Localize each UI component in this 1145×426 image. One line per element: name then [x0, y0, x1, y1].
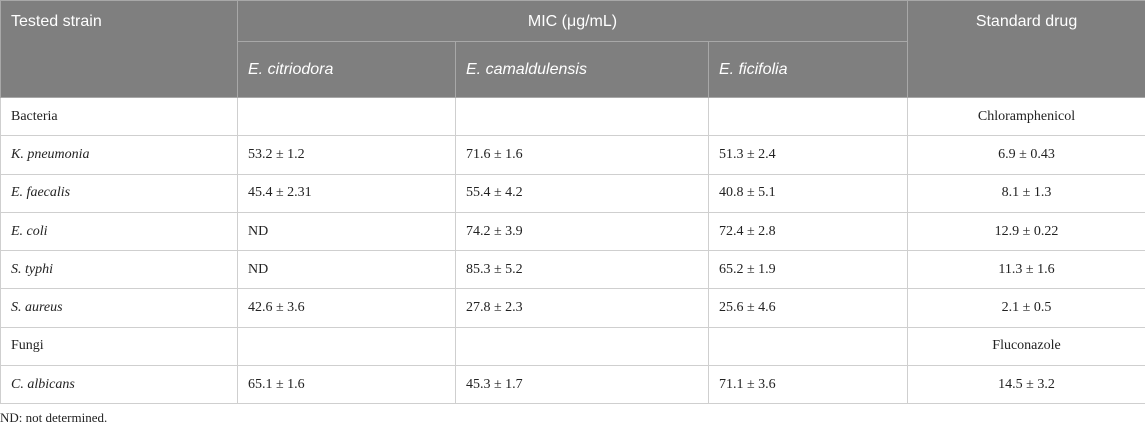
cell: E. coli: [1, 212, 238, 250]
row: Bacteria Chloramphenicol: [1, 98, 1145, 136]
cell: 74.2 ± 3.9: [456, 212, 709, 250]
cell: ND: [238, 212, 456, 250]
cell: 72.4 ± 2.8: [709, 212, 908, 250]
cell: 45.3 ± 1.7: [456, 366, 709, 404]
cell: [709, 327, 908, 365]
mic-table: Tested strain MIC (μg/mL) Standard drug …: [0, 0, 1145, 404]
cell: 71.6 ± 1.6: [456, 136, 709, 174]
cell: 14.5 ± 3.2: [908, 366, 1145, 404]
cell: C. albicans: [1, 366, 238, 404]
cell: Chloramphenicol: [908, 98, 1145, 136]
cell: 71.1 ± 3.6: [709, 366, 908, 404]
cell: S. typhi: [1, 251, 238, 289]
header-cell: MIC (μg/mL): [238, 1, 908, 42]
cell: 42.6 ± 3.6: [238, 289, 456, 327]
cell: [456, 98, 709, 136]
cell: [709, 98, 908, 136]
cell: [238, 98, 456, 136]
cell: 40.8 ± 5.1: [709, 174, 908, 212]
cell: ND: [238, 251, 456, 289]
cell: 8.1 ± 1.3: [908, 174, 1145, 212]
header-cell: E. ficifolia: [709, 42, 908, 98]
cell: 51.3 ± 2.4: [709, 136, 908, 174]
cell: Bacteria: [1, 98, 238, 136]
cell: 27.8 ± 2.3: [456, 289, 709, 327]
cell: S. aureus: [1, 289, 238, 327]
cell: 2.1 ± 0.5: [908, 289, 1145, 327]
header-cell: Standard drug: [908, 1, 1145, 98]
cell: 55.4 ± 4.2: [456, 174, 709, 212]
cell: 11.3 ± 1.6: [908, 251, 1145, 289]
cell: Fluconazole: [908, 327, 1145, 365]
cell: [238, 327, 456, 365]
cell: 53.2 ± 1.2: [238, 136, 456, 174]
header-cell: E. camaldulensis: [456, 42, 709, 98]
cell: [456, 327, 709, 365]
cell: E. faecalis: [1, 174, 238, 212]
cell: 65.2 ± 1.9: [709, 251, 908, 289]
header-cell: Tested strain: [1, 1, 238, 98]
cell: 25.6 ± 4.6: [709, 289, 908, 327]
header-cell: E. citriodora: [238, 42, 456, 98]
cell: 45.4 ± 2.31: [238, 174, 456, 212]
cell: 85.3 ± 5.2: [456, 251, 709, 289]
cell: 12.9 ± 0.22: [908, 212, 1145, 250]
row: Fungi Fluconazole: [1, 327, 1145, 365]
cell: Fungi: [1, 327, 238, 365]
header-row: Tested strain MIC (μg/mL) Standard drug: [1, 1, 1145, 42]
footnote: ND: not determined.: [0, 410, 107, 426]
cell: 6.9 ± 0.43: [908, 136, 1145, 174]
cell: K. pneumonia: [1, 136, 238, 174]
cell: 65.1 ± 1.6: [238, 366, 456, 404]
